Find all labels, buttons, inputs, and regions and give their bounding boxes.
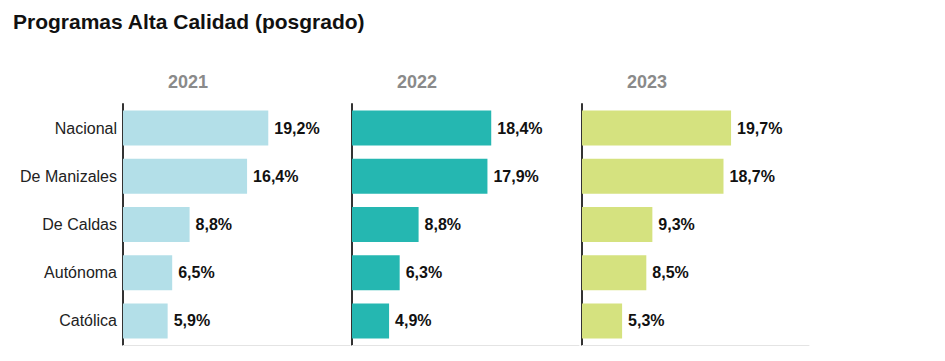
svg-text:Autónoma: Autónoma [44, 264, 117, 281]
svg-text:De Manizales: De Manizales [20, 168, 117, 185]
svg-text:Nacional: Nacional [55, 120, 117, 137]
svg-text:2023: 2023 [627, 72, 667, 92]
svg-text:6,3%: 6,3% [406, 264, 442, 281]
svg-text:8,8%: 8,8% [425, 216, 461, 233]
svg-text:16,4%: 16,4% [253, 168, 298, 185]
svg-text:5,3%: 5,3% [628, 312, 664, 329]
svg-text:8,5%: 8,5% [652, 264, 688, 281]
svg-text:18,7%: 18,7% [729, 168, 774, 185]
svg-text:4,9%: 4,9% [395, 312, 431, 329]
svg-text:2021: 2021 [168, 72, 208, 92]
svg-text:9,3%: 9,3% [658, 216, 694, 233]
svg-text:2022: 2022 [397, 72, 437, 92]
svg-text:8,8%: 8,8% [196, 216, 232, 233]
svg-text:6,5%: 6,5% [178, 264, 214, 281]
svg-text:Católica: Católica [59, 312, 117, 329]
svg-text:19,7%: 19,7% [737, 120, 782, 137]
svg-text:17,9%: 17,9% [493, 168, 538, 185]
svg-text:De Caldas: De Caldas [42, 216, 117, 233]
svg-text:18,4%: 18,4% [497, 120, 542, 137]
svg-text:19,2%: 19,2% [274, 120, 319, 137]
svg-text:Programas Alta Calidad (posgra: Programas Alta Calidad (posgrado) [13, 10, 365, 33]
svg-text:5,9%: 5,9% [174, 312, 210, 329]
